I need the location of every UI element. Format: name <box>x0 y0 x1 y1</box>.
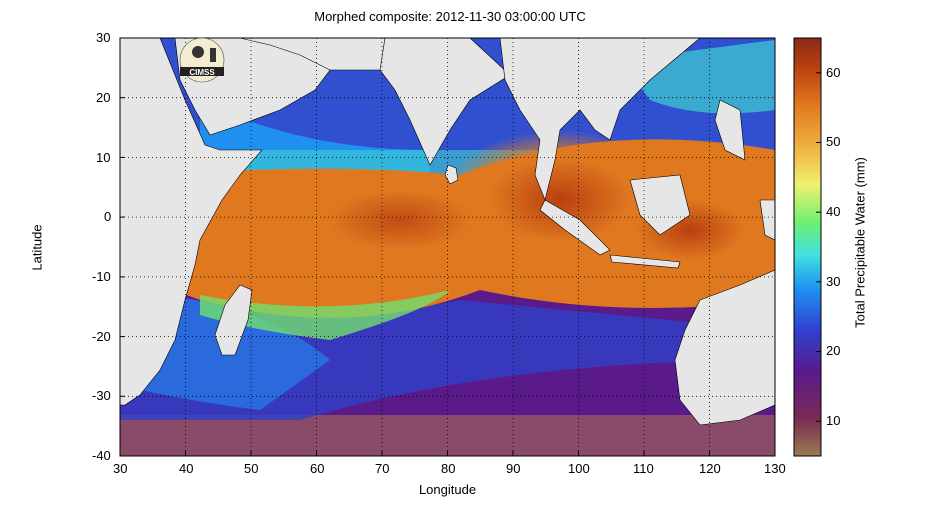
colorbar-gradient <box>793 37 822 457</box>
colorbar-tick-label: 60 <box>826 65 841 80</box>
y-tick-label: -40 <box>92 448 111 463</box>
colorbar-tick-label: 40 <box>826 204 841 219</box>
y-tick-label: -10 <box>92 269 111 284</box>
india-landmass <box>379 37 511 166</box>
colorbar-tick-label: 30 <box>826 274 841 289</box>
southeast-asia-landmass <box>499 37 701 201</box>
australia-landmass <box>674 269 776 426</box>
x-tick-label: 40 <box>179 461 194 476</box>
x-tick-label: 130 <box>764 461 786 476</box>
africa-landmass <box>119 37 263 406</box>
grid-lines <box>120 38 775 456</box>
y-tick-label: -30 <box>92 388 111 403</box>
chart-title: Morphed composite: 2012-11-30 03:00:00 U… <box>314 9 586 24</box>
java-landmass <box>609 254 681 269</box>
cimss-logo: CIMSS <box>179 37 225 83</box>
colorbar-label: Total Precipitable Water (mm) <box>852 157 868 328</box>
colorbar-tick-label: 20 <box>826 343 841 358</box>
y-tick-label: 0 <box>104 209 112 224</box>
y-axis-label: Latitude <box>29 224 45 271</box>
x-tick-label: 50 <box>244 461 259 476</box>
axis-tick-marks <box>120 97 710 456</box>
x-tick-label: 30 <box>113 461 128 476</box>
x-tick-label: 60 <box>310 461 325 476</box>
y-tick-label: -20 <box>92 329 111 344</box>
y-tick-label: 30 <box>96 30 111 45</box>
x-tick-label: 100 <box>568 461 590 476</box>
x-tick-label: 90 <box>506 461 521 476</box>
sumatra-landmass <box>539 199 611 256</box>
y-tick-label: 20 <box>96 90 111 105</box>
x-tick-label: 110 <box>633 461 654 476</box>
colorbar-tick-label: 50 <box>826 134 841 149</box>
sri-lanka-landmass <box>444 164 459 185</box>
cimss-logo-text: CIMSS <box>189 68 215 77</box>
land-masses <box>119 37 776 426</box>
colorbar-tick-marks <box>816 72 821 422</box>
x-axis-label: Longitude <box>418 482 477 497</box>
colorbar-tick-label: 10 <box>826 413 841 428</box>
x-tick-label: 70 <box>375 461 390 476</box>
y-tick-label: 10 <box>96 150 111 165</box>
madagascar-landmass <box>214 284 253 356</box>
borneo-landmass <box>629 174 691 236</box>
x-tick-label: 80 <box>441 461 456 476</box>
philippines-landmass <box>714 99 746 161</box>
x-tick-label: 120 <box>699 461 721 476</box>
